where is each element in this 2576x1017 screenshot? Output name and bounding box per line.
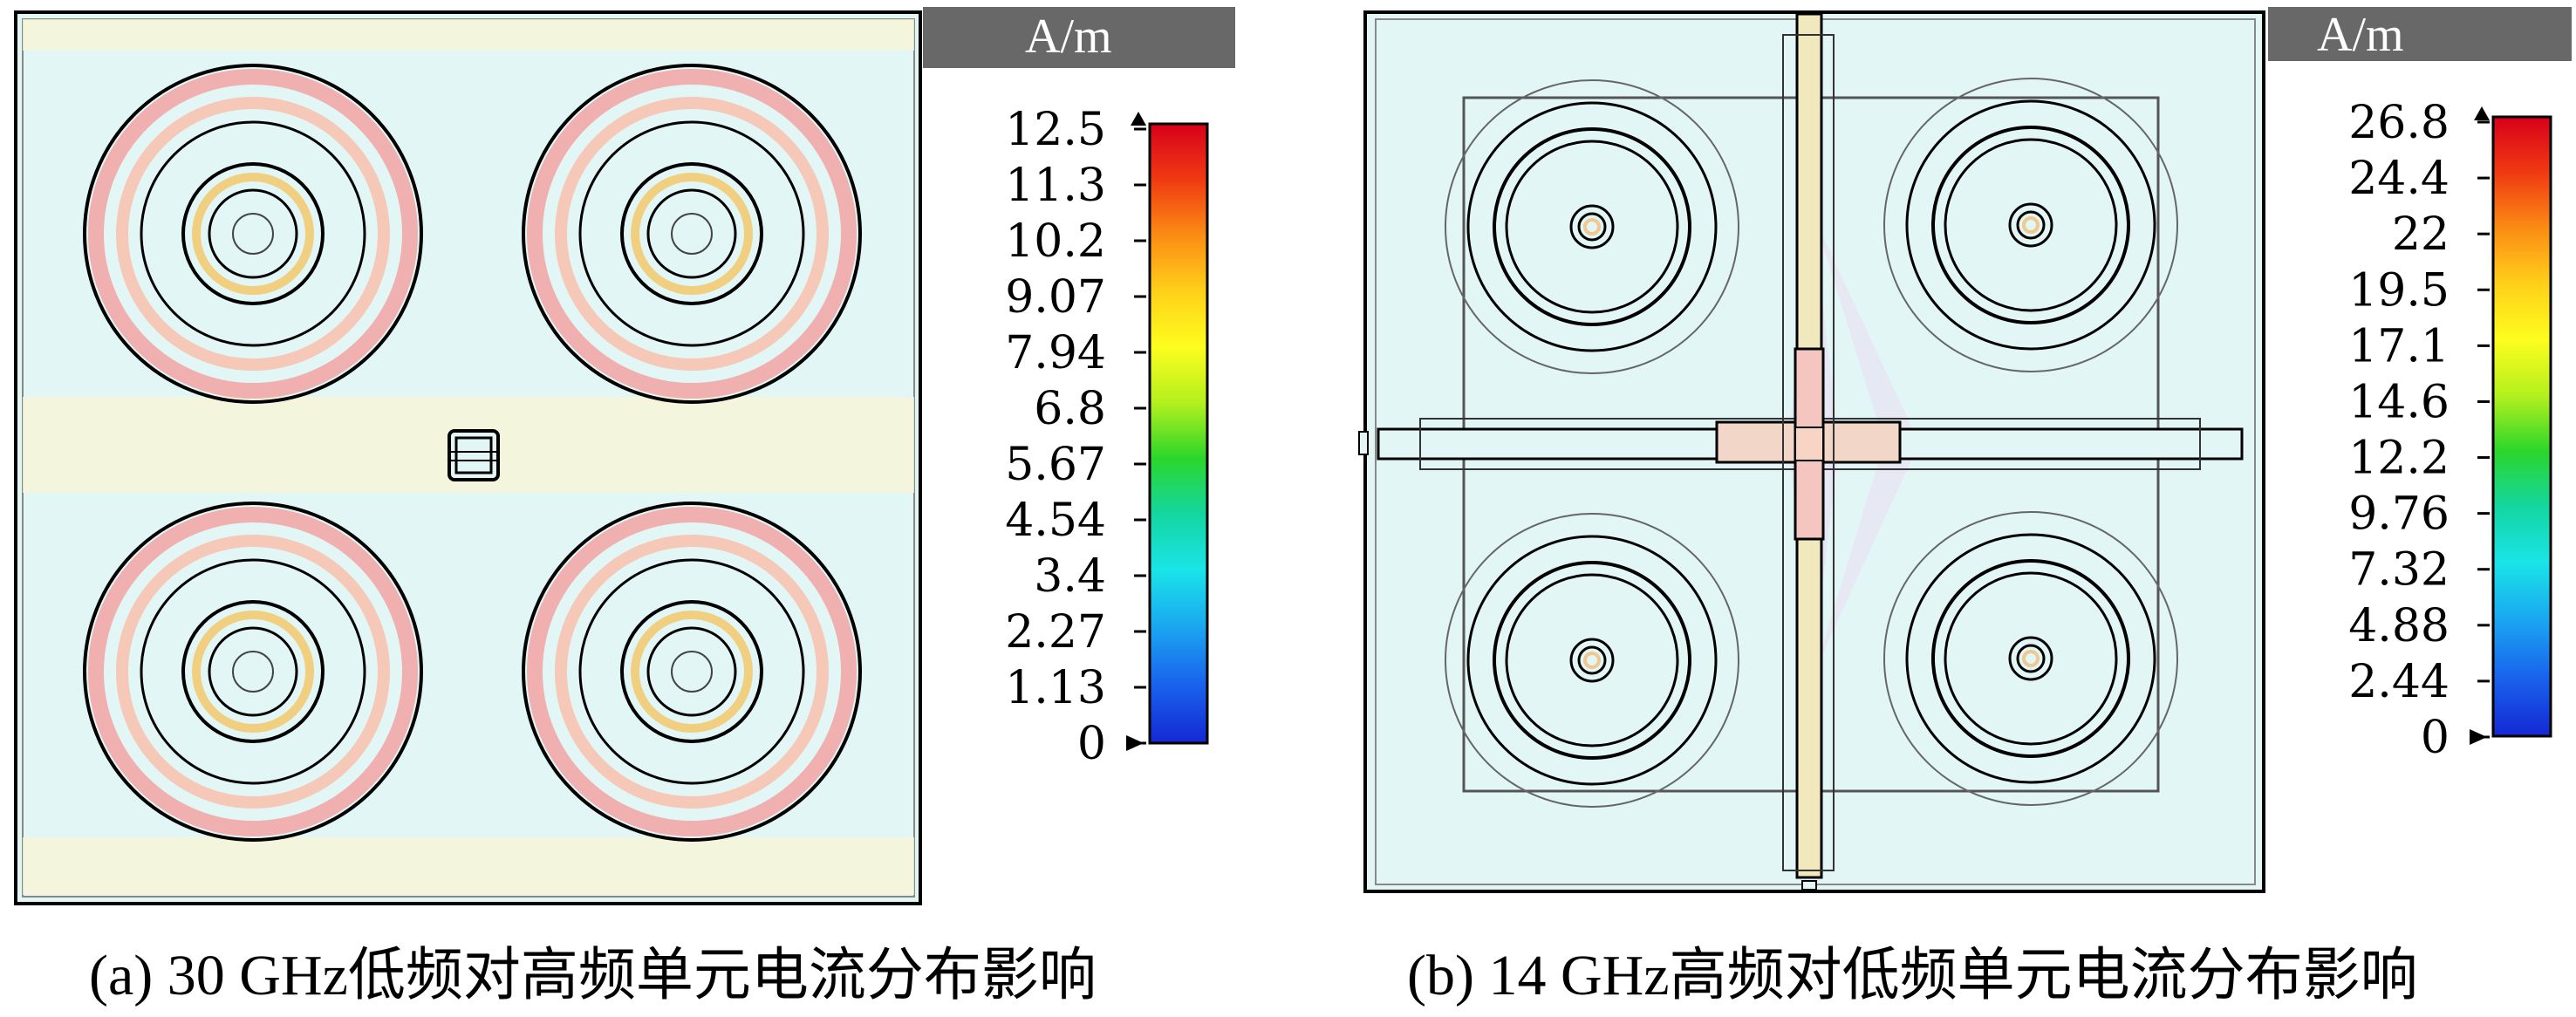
scale-tick-label: 0 xyxy=(2421,712,2450,764)
panel-a-center-feed xyxy=(448,429,500,481)
scale-tick-label: 12.5 xyxy=(1005,104,1106,156)
scale-tick-label: 2.44 xyxy=(2348,656,2450,708)
scale-tick-label: 17.1 xyxy=(2348,320,2450,372)
scale-tick-label: 26.8 xyxy=(2348,97,2450,149)
scale-tick-label: 7.94 xyxy=(1005,327,1106,379)
scale-tick-label: 6.8 xyxy=(1034,383,1106,435)
scale-tick-label: 24.4 xyxy=(2348,153,2450,205)
panel-a-band-top xyxy=(23,19,914,51)
scale-tick-label: 5.67 xyxy=(1005,439,1106,491)
panel-a-band-bottom xyxy=(23,837,914,895)
panel-b-element-tr xyxy=(1883,78,2178,372)
panel-b-max-marker xyxy=(2474,106,2490,120)
panel-a-element-tl xyxy=(83,64,423,404)
panel-a-element-bl xyxy=(83,502,423,842)
scale-tick-label: 12.2 xyxy=(2348,433,2450,485)
panel-a-colorbar xyxy=(1148,122,1209,745)
scale-tick-label: 4.88 xyxy=(2348,600,2450,652)
scale-tick-label: 19.5 xyxy=(2348,264,2450,317)
panel-a-scale-ticks: 12.511.310.29.077.946.85.674.543.42.271.… xyxy=(1005,104,1146,770)
scale-tick-label: 7.32 xyxy=(2348,544,2450,597)
panel-b-element-br xyxy=(1883,511,2178,806)
panel-b-unit-label: A/m xyxy=(2317,8,2404,62)
panel-a-element-tr xyxy=(522,64,862,404)
panel-b-min-marker xyxy=(2470,729,2487,745)
panel-b-caption: (b) 14 GHz高频对低频单元电流分布影响 xyxy=(1407,944,2418,1007)
scale-tick-label: 9.07 xyxy=(1005,271,1106,324)
panel-b-element-bl xyxy=(1445,513,1739,808)
scale-tick-label: 9.76 xyxy=(2348,488,2450,541)
panel-a-element-br xyxy=(522,502,862,842)
panel-b-element-tl xyxy=(1445,79,1739,374)
scale-tick-label: 0 xyxy=(1077,718,1106,770)
panel-a-min-marker xyxy=(1126,735,1144,751)
panel-a-unit-header xyxy=(923,7,1235,68)
scale-tick-label: 14.6 xyxy=(2348,376,2450,428)
panel-a-max-marker xyxy=(1131,112,1146,126)
panel-b-colorbar xyxy=(2491,115,2552,738)
panel-a-unit-label: A/m xyxy=(1025,10,1112,64)
panel-b: A/m 26.824.42219.517.114.612.29.767.324.… xyxy=(1358,7,2572,893)
panel-b-scale-ticks: 26.824.42219.517.114.612.29.767.324.882.… xyxy=(2348,97,2490,764)
panel-b-feed-center xyxy=(1794,427,1824,461)
scale-tick-label: 10.2 xyxy=(1005,215,1106,268)
scale-tick-label: 11.3 xyxy=(1005,160,1106,212)
panel-a-caption: (a) 30 GHz低频对高频单元电流分布影响 xyxy=(89,944,1097,1007)
scale-tick-label: 22 xyxy=(2392,208,2450,261)
scale-tick-label: 3.4 xyxy=(1034,550,1106,603)
scale-tick-label: 4.54 xyxy=(1005,495,1106,547)
panel-a: A/m 12.511.310.29.077.946.85.674.543.42.… xyxy=(14,7,1235,905)
panel-b-unit-header xyxy=(2268,7,2572,61)
scale-tick-label: 1.13 xyxy=(1005,662,1106,714)
scale-tick-label: 2.27 xyxy=(1005,606,1106,659)
